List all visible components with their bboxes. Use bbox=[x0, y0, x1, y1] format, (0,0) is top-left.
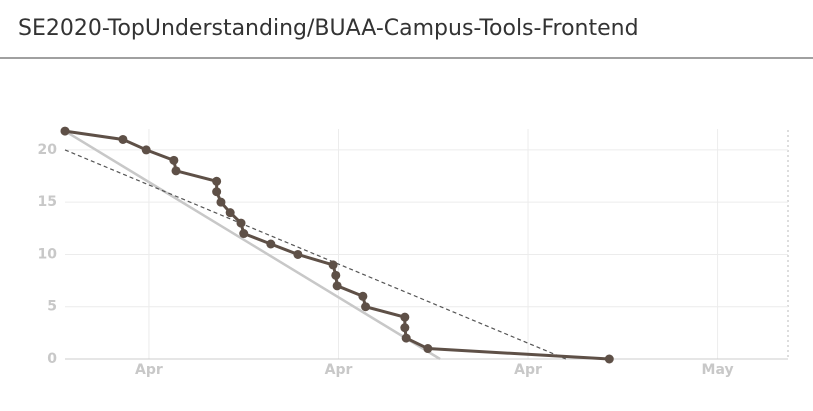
data-point bbox=[423, 344, 433, 354]
x-tick-label: May bbox=[702, 362, 734, 378]
data-point bbox=[331, 270, 341, 280]
y-tick-label: 15 bbox=[38, 194, 57, 210]
chart-title: SE2020-TopUnderstanding/BUAA-Campus-Tool… bbox=[18, 16, 639, 41]
y-tick-label: 20 bbox=[38, 142, 58, 158]
data-point bbox=[212, 187, 222, 197]
data-point bbox=[118, 134, 128, 144]
data-point bbox=[332, 281, 342, 291]
data-point bbox=[239, 229, 249, 239]
data-point bbox=[216, 197, 226, 207]
data-point bbox=[361, 302, 371, 312]
x-tick-label: Apr bbox=[325, 362, 353, 378]
y-tick-label: 10 bbox=[38, 246, 58, 262]
data-point bbox=[171, 166, 181, 176]
data-point bbox=[212, 176, 222, 186]
data-point bbox=[400, 323, 410, 333]
data-point bbox=[358, 291, 368, 301]
data-point bbox=[225, 208, 235, 218]
y-tick-label: 5 bbox=[47, 299, 57, 315]
y-tick-label: 0 bbox=[47, 351, 57, 367]
data-point bbox=[293, 249, 303, 259]
data-point bbox=[328, 260, 338, 270]
x-tick-label: Apr bbox=[135, 362, 163, 378]
data-point bbox=[266, 239, 276, 249]
x-tick-label: Apr bbox=[514, 362, 542, 378]
data-point bbox=[401, 333, 411, 343]
data-point bbox=[60, 126, 70, 136]
data-point bbox=[400, 312, 410, 322]
series-line bbox=[64, 130, 441, 361]
data-point bbox=[604, 354, 614, 364]
data-point bbox=[169, 155, 179, 165]
data-point bbox=[236, 218, 246, 228]
data-point bbox=[141, 145, 151, 155]
